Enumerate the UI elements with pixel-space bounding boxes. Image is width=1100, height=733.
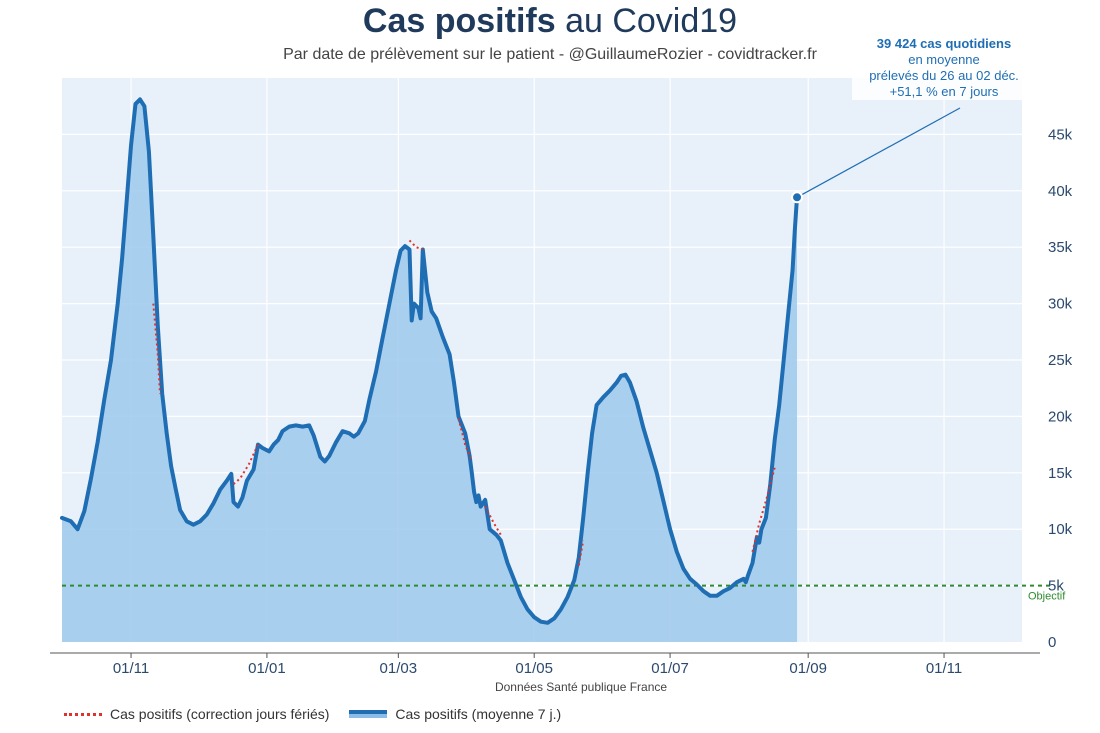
objective-label: Objectif (1028, 591, 1066, 603)
x-tick-label: 01/01 (248, 660, 286, 677)
series-line-corrected (152, 303, 161, 394)
y-tick-label: 5k (1048, 578, 1064, 595)
series-line-corrected (232, 444, 259, 485)
series-line-corrected (484, 506, 502, 536)
y-tick-label: 15k (1048, 465, 1073, 482)
y-tick-label: 45k (1048, 126, 1073, 143)
legend: Cas positifs (correction jours fériés) C… (64, 706, 581, 722)
y-tick-label: 40k (1048, 183, 1073, 200)
corrected-lines (152, 239, 776, 566)
y-tick-label: 25k (1048, 352, 1073, 369)
latest-point-marker (791, 191, 804, 204)
x-tick-label: 01/03 (380, 660, 418, 677)
x-tick-label: 01/07 (651, 660, 689, 677)
annotation-value: 39 424 cas quotidiens (876, 36, 1012, 51)
series-line-corrected (577, 540, 585, 566)
dotted-line-swatch-icon (64, 712, 102, 716)
legend-label: Cas positifs (moyenne 7 j.) (395, 706, 562, 722)
x-tick-label: 01/09 (789, 660, 827, 677)
annotation-text: en moyenne (908, 52, 980, 67)
chart-subtitle: Par date de prélèvement sur le patient -… (283, 46, 817, 63)
y-tick-label: 30k (1048, 296, 1073, 313)
chart-title: Cas positifs au Covid19 (362, 2, 738, 40)
series-line-average (60, 97, 799, 625)
x-tick-label: 01/11 (926, 660, 962, 677)
legend-item-corrected[interactable]: Cas positifs (correction jours fériés) (64, 706, 329, 722)
y-tick-label: 35k (1048, 239, 1073, 256)
legend-label: Cas positifs (correction jours fériés) (110, 706, 330, 722)
annotation-period: prélevés du 26 au 02 déc. (869, 68, 1019, 83)
series-lines (60, 97, 799, 625)
source-label: Données Santé publique France (495, 680, 667, 694)
annotation-change: +51,1 % en 7 jours (889, 84, 999, 99)
area-fills (62, 99, 798, 642)
y-axis: 0 5k 10k 15k 20k 25k 30k 35k 40k 45k (1048, 126, 1073, 651)
y-tick-label: 10k (1048, 521, 1073, 538)
area-line-swatch-icon (349, 710, 388, 718)
latest-value-annotation: 39 424 cas quotidiens en moyenne prélevé… (852, 36, 1036, 100)
x-tick-label: 01/11 (113, 660, 149, 677)
annotation-connector (796, 107, 961, 198)
legend-item-average[interactable]: Cas positifs (moyenne 7 j.) (349, 706, 561, 722)
series-line-corrected (751, 466, 776, 553)
series-line-corrected (457, 418, 473, 462)
y-tick-label: 0 (1048, 634, 1056, 651)
x-tick-label: 01/05 (515, 660, 553, 677)
x-axis: 01/11 01/01 01/03 01/05 01/07 01/09 01/11 (113, 653, 962, 677)
y-tick-label: 20k (1048, 408, 1073, 425)
series-area-average (62, 99, 798, 642)
